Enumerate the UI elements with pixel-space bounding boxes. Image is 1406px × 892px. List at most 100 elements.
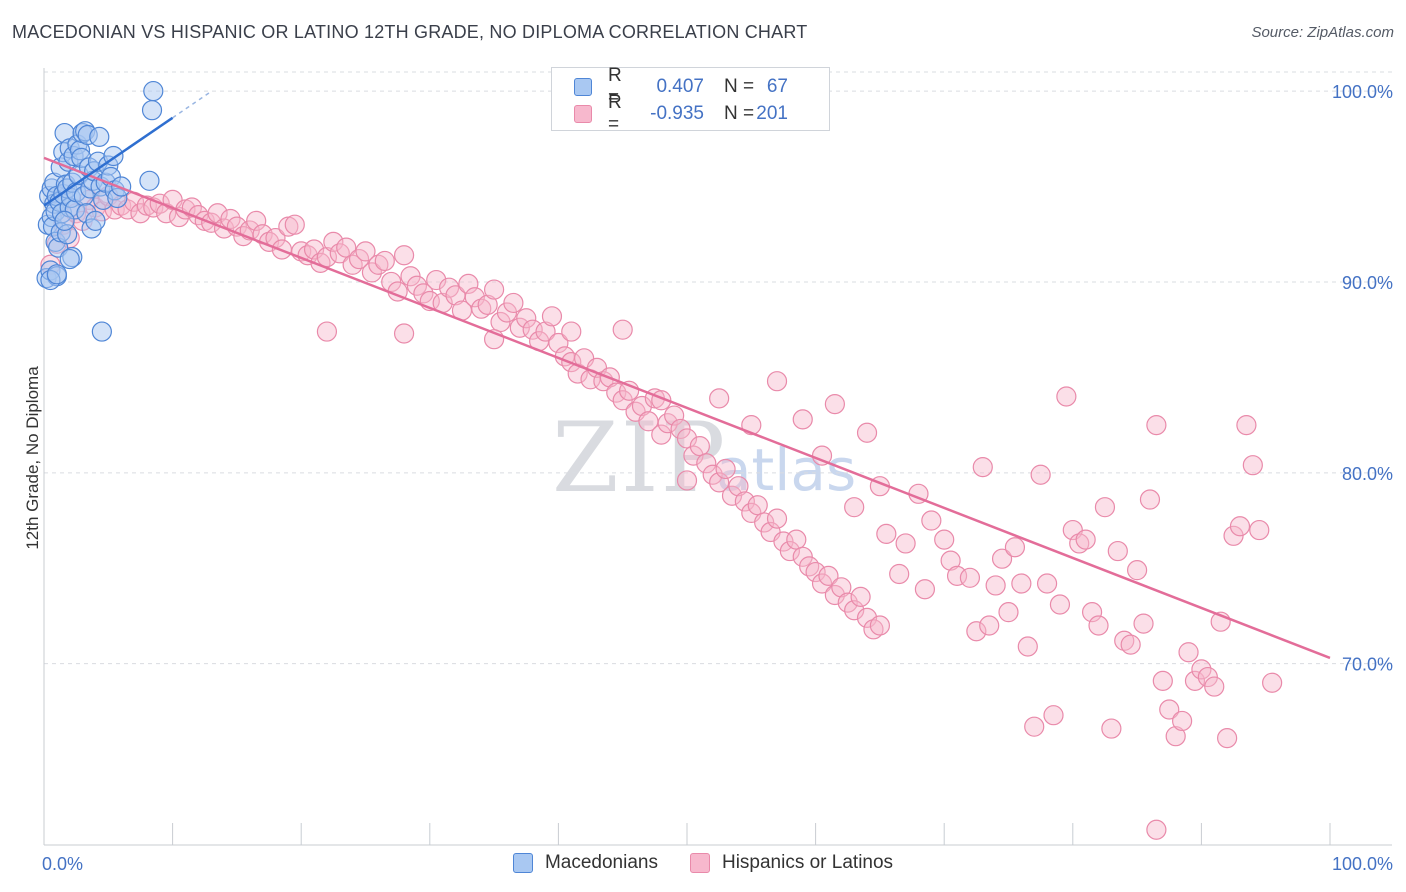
point-hispanic — [1094, 497, 1116, 518]
point-macedonian — [85, 210, 106, 231]
point-hispanic — [946, 565, 968, 586]
point-hispanic — [1262, 672, 1283, 693]
point-hispanic — [914, 579, 936, 600]
point-hispanic — [818, 565, 839, 586]
point-hispanic — [934, 529, 955, 550]
point-hispanic — [1146, 819, 1167, 840]
point-hispanic — [484, 279, 505, 300]
point-hispanic — [1120, 634, 1141, 655]
point-hispanic — [329, 243, 350, 264]
legend-r-value: 0.407 — [656, 76, 704, 97]
axes — [43, 68, 1392, 846]
hispanic-points — [40, 185, 1283, 840]
y-tick-label: 80.0% — [1342, 464, 1393, 484]
point-hispanic — [1030, 464, 1051, 485]
point-hispanic — [323, 231, 344, 252]
legend-r-label: R = — [608, 65, 622, 108]
point-hispanic — [355, 241, 376, 262]
tick-labels: 100.0% 90.0% 80.0% 70.0% 0.0% 100.0% — [42, 82, 1393, 874]
point-hispanic — [458, 273, 479, 294]
point-hispanic — [1069, 533, 1090, 554]
point-macedonian — [143, 80, 164, 102]
legend-swatch-blue — [512, 853, 533, 873]
legend-swatch-pink — [689, 853, 710, 873]
point-hispanic — [689, 435, 710, 457]
point-hispanic — [715, 458, 736, 480]
source-label: Source: ZipAtlas.com — [1251, 24, 1394, 41]
point-hispanic — [1139, 489, 1161, 510]
legend-n-label: N = — [724, 76, 755, 97]
point-hispanic — [1184, 670, 1206, 691]
point-hispanic — [541, 306, 563, 327]
point-hispanic — [522, 319, 543, 340]
point-hispanic — [393, 323, 415, 344]
point-hispanic — [535, 321, 556, 342]
point-hispanic — [805, 561, 826, 583]
point-hispanic — [1172, 710, 1193, 732]
point-hispanic — [747, 495, 768, 516]
point-hispanic — [1217, 728, 1238, 749]
legend-row-macedonians: R = 0.407 N = 67 — [574, 65, 788, 108]
legend-r-label: R = — [608, 92, 622, 135]
point-hispanic — [1152, 670, 1173, 691]
point-hispanic — [799, 556, 820, 577]
point-hispanic — [972, 456, 993, 478]
legend-item-hispanics[interactable]: Hispanics or Latinos — [689, 852, 894, 874]
point-hispanic — [766, 508, 788, 529]
point-macedonian — [59, 248, 80, 270]
point-hispanic — [792, 409, 813, 430]
point-macedonian — [139, 170, 160, 191]
point-hispanic — [979, 615, 1000, 636]
point-hispanic — [895, 533, 916, 554]
point-hispanic — [516, 308, 537, 329]
point-hispanic — [676, 470, 698, 491]
legend-label-macedonians: Macedonians — [544, 852, 658, 873]
point-hispanic — [863, 619, 884, 640]
point-hispanic — [844, 497, 865, 518]
point-hispanic — [284, 214, 305, 235]
point-macedonian — [141, 100, 163, 121]
point-hispanic — [959, 567, 981, 588]
point-hispanic — [1229, 516, 1251, 537]
point-hispanic — [889, 563, 910, 585]
point-hispanic — [477, 294, 498, 315]
legend-label-hispanics: Hispanics or Latinos — [721, 852, 894, 873]
legend-swatch-pink — [574, 105, 592, 123]
point-hispanic — [612, 319, 633, 340]
point-macedonian — [54, 210, 75, 231]
legend-item-macedonians[interactable]: Macedonians — [512, 852, 658, 874]
point-hispanic — [1081, 602, 1103, 623]
point-hispanic — [985, 575, 1006, 596]
point-hispanic — [316, 321, 338, 342]
point-hispanic — [766, 371, 788, 392]
point-hispanic — [1146, 414, 1167, 436]
legend-r-value: -0.935 — [650, 103, 704, 124]
point-macedonian — [46, 264, 67, 285]
point-hispanic — [393, 245, 415, 266]
point-hispanic — [651, 424, 672, 445]
point-hispanic — [207, 203, 228, 224]
point-hispanic — [503, 292, 524, 314]
point-hispanic — [1024, 716, 1045, 737]
point-hispanic — [664, 405, 685, 426]
point-hispanic — [876, 523, 897, 544]
trend-line-macedonian-extension — [172, 90, 212, 119]
point-hispanic — [850, 586, 871, 607]
point-hispanic — [831, 577, 852, 598]
point-hispanic — [567, 363, 588, 384]
point-hispanic — [1126, 560, 1148, 581]
legend-n-label: N = — [724, 103, 755, 124]
point-hispanic — [1249, 519, 1270, 541]
point-hispanic — [426, 269, 447, 291]
series-legend: Macedonians Hispanics or Latinos — [0, 852, 1406, 874]
point-hispanic — [548, 332, 569, 354]
point-hispanic — [1133, 613, 1154, 634]
point-hispanic — [1159, 699, 1180, 720]
y-tick-label: 70.0% — [1342, 655, 1393, 675]
legend-row-hispanics: R = -0.935 N = 201 — [574, 92, 788, 135]
point-hispanic — [966, 621, 987, 642]
point-hispanic — [303, 239, 325, 260]
point-macedonian — [91, 321, 112, 342]
point-hispanic — [471, 298, 492, 319]
